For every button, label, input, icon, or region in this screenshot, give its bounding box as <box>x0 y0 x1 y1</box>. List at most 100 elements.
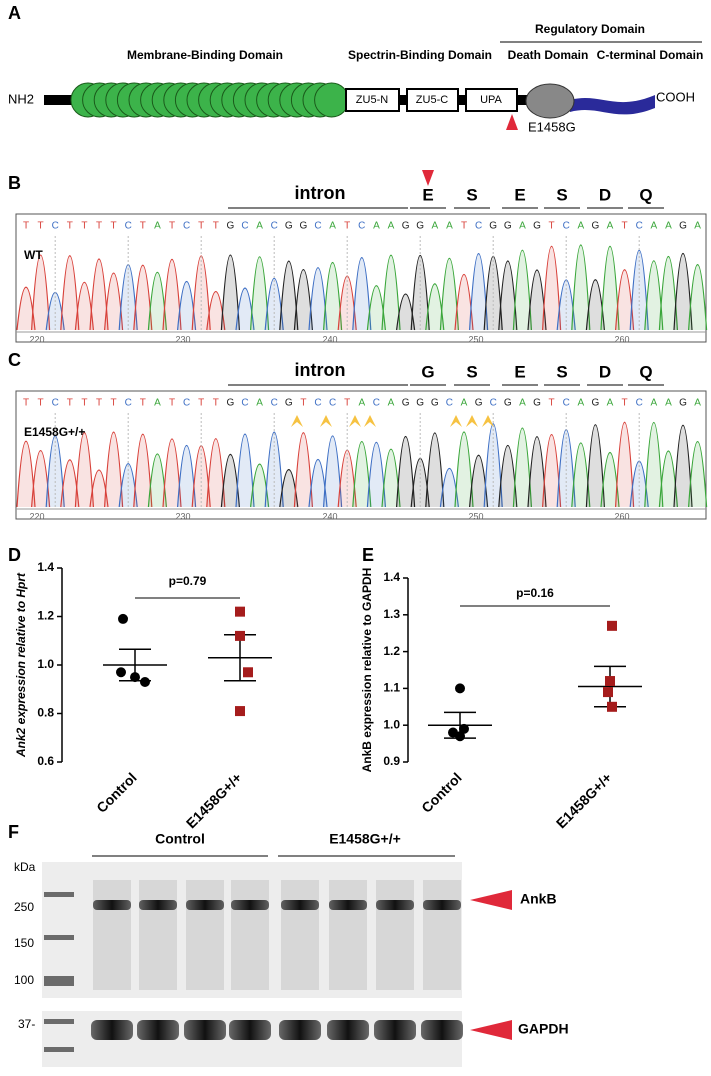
y-tick-label: 1.0 <box>383 717 400 731</box>
gapdh-band <box>184 1020 226 1040</box>
trace-peak <box>133 433 153 508</box>
trace-peak <box>644 421 664 508</box>
trace-peak <box>542 245 562 331</box>
base-call: T <box>23 398 29 409</box>
base-call: A <box>431 221 438 232</box>
domain-label: Spectrin-Binding Domain <box>348 48 492 62</box>
base-call: G <box>431 398 439 409</box>
trace-peak <box>89 258 109 331</box>
panel-a: A Regulatory Domain Membrane-Binding Dom… <box>8 3 703 135</box>
base-call: T <box>213 398 219 409</box>
base-call: A <box>256 221 263 232</box>
x-tick-label: Control <box>93 769 140 816</box>
base-call: C <box>241 221 248 232</box>
base-call: G <box>285 398 293 409</box>
trace-peak <box>162 438 182 508</box>
bands <box>44 880 463 1052</box>
sample-label: WT <box>24 248 43 262</box>
position: 230 <box>175 511 190 521</box>
base-call: G <box>533 221 541 232</box>
codon: D <box>599 362 611 381</box>
gapdh-band <box>374 1020 416 1040</box>
base-call: A <box>694 398 701 409</box>
trace-peak <box>352 440 372 508</box>
trace-peak <box>688 264 708 331</box>
trace-peak <box>31 254 51 331</box>
y-tick-label: 1.2 <box>383 644 400 658</box>
point <box>243 667 253 678</box>
trace-peak <box>469 253 489 331</box>
trace-peak <box>104 431 124 508</box>
base-call: C <box>563 221 570 232</box>
ladder-label: 37- <box>18 1017 35 1031</box>
base-call: C <box>52 398 59 409</box>
panel-d: D 0.6 0.8 1.0 1.2 1.4 Ank2 expression relative… <box>8 545 272 831</box>
position: 260 <box>614 334 629 344</box>
base-call: T <box>67 221 73 232</box>
trace-peak <box>425 432 445 508</box>
ankb-band <box>376 900 414 910</box>
lane-smear <box>329 880 367 990</box>
terminus: COOH <box>656 89 695 104</box>
death-domain <box>525 83 575 119</box>
codon: Q <box>639 185 652 204</box>
base-call: G <box>416 398 424 409</box>
ladder-band <box>44 1019 74 1024</box>
trace-peak <box>45 435 65 508</box>
base-call: T <box>344 398 350 409</box>
codon: E <box>514 362 525 381</box>
position: 250 <box>468 511 483 521</box>
base-call: T <box>300 398 306 409</box>
point <box>116 667 126 678</box>
base-call: C <box>183 221 190 232</box>
base-call: T <box>81 398 87 409</box>
position: 220 <box>29 511 44 521</box>
p-value: p=0.16 <box>516 586 554 600</box>
x-tick-label: E1458G+/+ <box>553 769 615 831</box>
point <box>455 731 465 742</box>
trace-peak <box>250 256 270 331</box>
trace-peak <box>293 432 313 508</box>
trace-peak <box>293 269 313 331</box>
base-call: T <box>549 221 555 232</box>
base-call: T <box>111 398 117 409</box>
ankb-band <box>231 900 269 910</box>
base-call: C <box>373 398 380 409</box>
trace-peak <box>352 257 372 331</box>
base-call: G <box>504 221 512 232</box>
base-call: G <box>227 398 235 409</box>
trace-peak <box>585 424 605 508</box>
base-call: C <box>329 398 336 409</box>
variant-arrow <box>450 415 462 427</box>
lane-smear <box>186 880 224 990</box>
base-call: T <box>198 221 204 232</box>
ladder-band <box>44 892 74 897</box>
trace-peak <box>527 436 547 508</box>
base-call: T <box>23 221 29 232</box>
domain-label: Regulatory Domain <box>535 22 645 36</box>
base-call: C <box>183 398 190 409</box>
point <box>140 676 150 687</box>
y-axis-label: Ank2 expression relative to Hprt <box>14 572 28 758</box>
ladder-band <box>44 976 74 986</box>
domain-name: UPA <box>480 94 502 106</box>
base-call: C <box>314 221 321 232</box>
base-call: G <box>592 398 600 409</box>
point <box>118 613 128 624</box>
trace-peak <box>542 434 562 508</box>
ankb-band <box>423 900 461 910</box>
region-label: intron <box>295 360 346 380</box>
base-call: A <box>694 221 701 232</box>
base-call: C <box>446 398 453 409</box>
base-call: G <box>679 398 687 409</box>
y-tick-label: 0.6 <box>37 754 54 768</box>
lane-smear <box>281 880 319 990</box>
base-call: A <box>446 221 453 232</box>
base-call: T <box>67 398 73 409</box>
base-call: A <box>388 221 395 232</box>
variant-arrow <box>291 415 303 427</box>
base-call: C <box>358 221 365 232</box>
region-label: intron <box>295 183 346 203</box>
domain-name: ZU5-N <box>356 94 388 106</box>
